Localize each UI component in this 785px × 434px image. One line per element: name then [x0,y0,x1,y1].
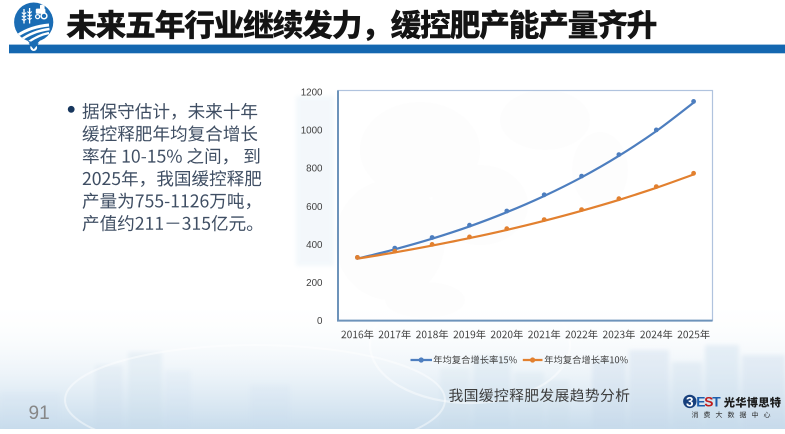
svg-text:200: 200 [306,278,323,289]
svg-text:800: 800 [306,164,323,175]
svg-text:0: 0 [317,316,323,327]
svg-text:600: 600 [306,202,323,213]
svg-text:91: 91 [29,403,50,424]
svg-text:3: 3 [686,394,694,409]
svg-text:1200: 1200 [301,87,323,98]
svg-text:E: E [696,394,705,409]
svg-text:S: S [704,394,713,409]
svg-text:1000: 1000 [301,126,323,137]
svg-text:400: 400 [306,240,323,251]
svg-text:T: T [712,394,721,409]
